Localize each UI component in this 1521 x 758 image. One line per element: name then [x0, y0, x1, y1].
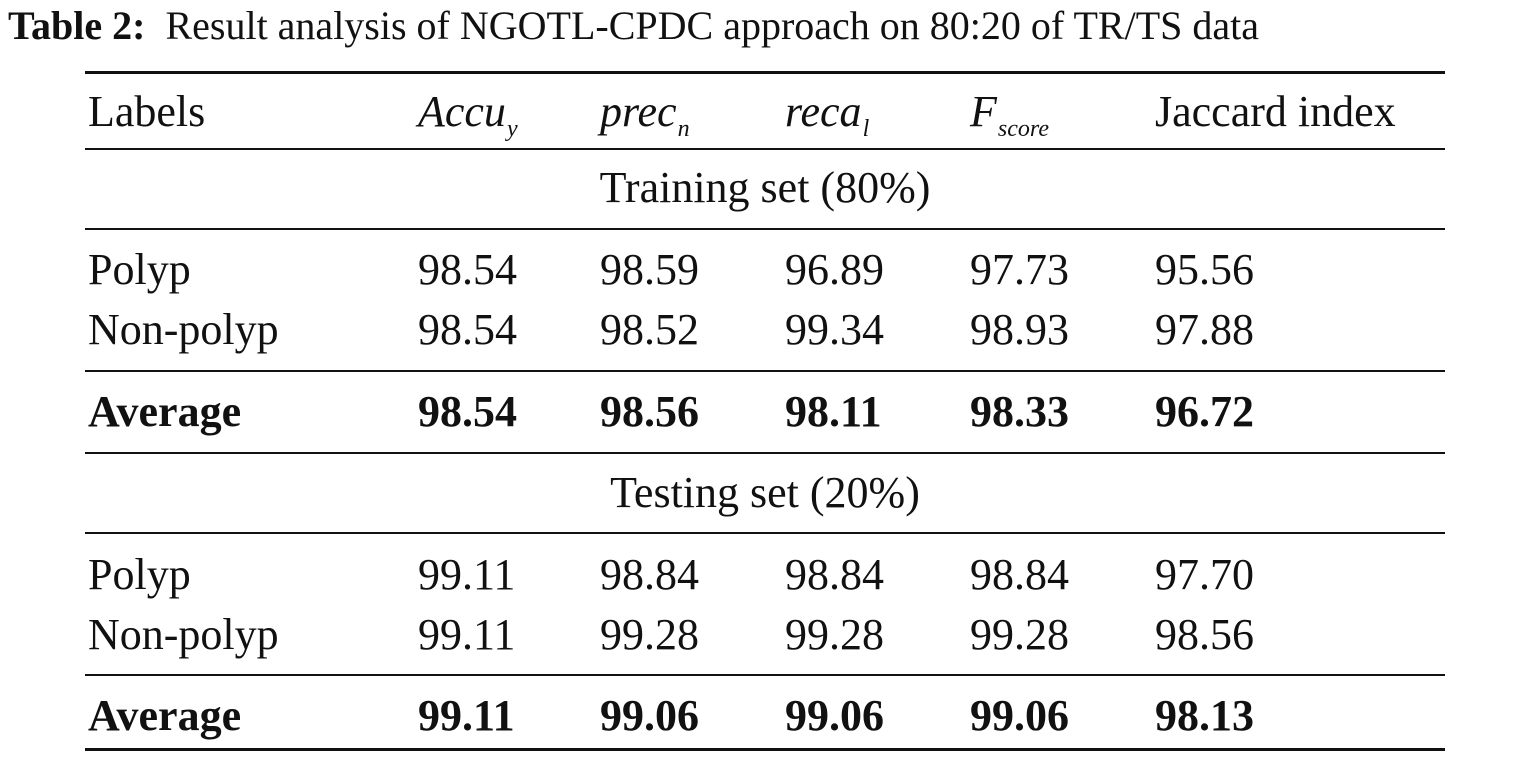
- top-rule: [85, 71, 1445, 74]
- average-cell: 99.06: [970, 691, 1069, 740]
- table-cell: 98.93: [970, 305, 1069, 354]
- header-jaccard: Jaccard index: [1155, 87, 1396, 136]
- average-label: Average: [88, 691, 242, 740]
- header-recall: recal: [785, 87, 870, 142]
- table-caption: Table 2: Result analysis of NGOTL-CPDC a…: [8, 2, 1521, 50]
- row-label: Non-polyp: [88, 610, 279, 659]
- row-label: Non-polyp: [88, 305, 279, 354]
- table-cell: 98.52: [600, 305, 699, 354]
- row-label: Polyp: [88, 245, 191, 294]
- header-labels: Labels: [88, 87, 206, 136]
- average-cell: 96.72: [1155, 387, 1254, 436]
- section-end-rule-1: [85, 452, 1445, 454]
- average-cell: 98.33: [970, 387, 1069, 436]
- header-fscore: Fscore: [970, 87, 1049, 142]
- average-cell: 98.13: [1155, 691, 1254, 740]
- table-cell: 98.54: [418, 305, 517, 354]
- table-cell: 98.56: [1155, 610, 1254, 659]
- table-cell: 98.54: [418, 245, 517, 294]
- table-cell: 97.73: [970, 245, 1069, 294]
- header-rule: [85, 148, 1445, 150]
- table-cell: 99.11: [418, 550, 516, 599]
- average-cell: 99.11: [418, 691, 515, 740]
- average-cell: 98.11: [785, 387, 882, 436]
- average-label: Average: [88, 387, 242, 436]
- table-cell: 99.11: [418, 610, 516, 659]
- row-label: Polyp: [88, 550, 191, 599]
- section-rule-1: [85, 228, 1445, 230]
- table-cell: 99.28: [600, 610, 699, 659]
- section-title-training: Training set (80%): [599, 163, 931, 212]
- header-accuracy: Accuy: [418, 87, 518, 142]
- table-cell: 95.56: [1155, 245, 1254, 294]
- average-cell: 98.56: [600, 387, 699, 436]
- header-precision: precn: [600, 87, 690, 142]
- table-cell: 99.28: [785, 610, 884, 659]
- table-cell: 98.59: [600, 245, 699, 294]
- table-cell: 97.88: [1155, 305, 1254, 354]
- caption-label: Table 2:: [8, 3, 146, 48]
- average-rule-1: [85, 370, 1445, 372]
- table-cell: 96.89: [785, 245, 884, 294]
- bottom-rule: [85, 748, 1445, 751]
- average-cell: 98.54: [418, 387, 517, 436]
- average-rule-2: [85, 674, 1445, 676]
- section-rule-2: [85, 532, 1445, 534]
- average-cell: 99.06: [600, 691, 699, 740]
- table-cell: 99.34: [785, 305, 884, 354]
- table-cell: 98.84: [970, 550, 1069, 599]
- caption-text: Result analysis of NGOTL-CPDC approach o…: [165, 3, 1260, 48]
- table-cell: 98.84: [785, 550, 884, 599]
- average-cell: 99.06: [785, 691, 884, 740]
- table-cell: 99.28: [970, 610, 1069, 659]
- section-title-testing: Testing set (20%): [610, 468, 920, 517]
- table-cell: 98.84: [600, 550, 699, 599]
- table-cell: 97.70: [1155, 550, 1254, 599]
